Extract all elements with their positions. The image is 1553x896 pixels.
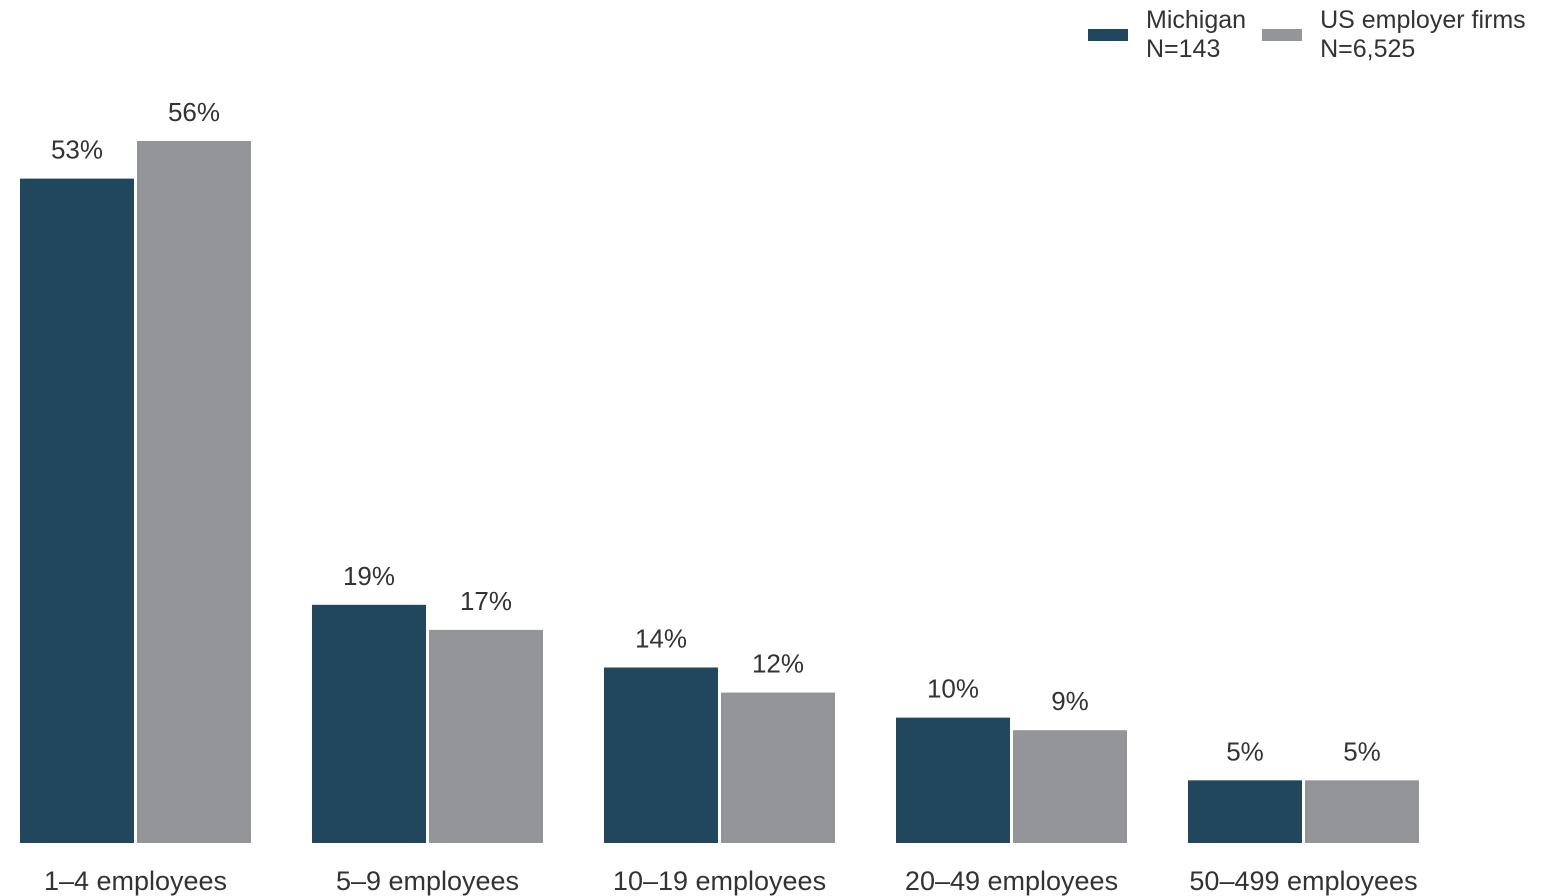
bar-us-employer-firms-5-9-employees xyxy=(429,629,543,843)
legend-item-michigan: Michigan N=143 xyxy=(1088,6,1246,64)
legend-text-michigan: Michigan N=143 xyxy=(1146,6,1246,64)
data-label-michigan-20-49-employees: 10% xyxy=(927,674,979,704)
bar-michigan-1-4-employees xyxy=(20,178,134,843)
legend-item-us: US employer firms N=6,525 xyxy=(1262,6,1526,64)
data-label-michigan-1-4-employees: 53% xyxy=(51,135,103,165)
bar-us-employer-firms-50-499-employees xyxy=(1305,780,1419,843)
bar-michigan-5-9-employees xyxy=(312,604,426,843)
data-label-us-employer-firms-5-9-employees: 17% xyxy=(460,586,512,616)
bar-michigan-20-49-employees xyxy=(896,717,1010,843)
bar-us-employer-firms-20-49-employees xyxy=(1013,730,1127,843)
legend-text-us: US employer firms N=6,525 xyxy=(1320,6,1526,64)
category-label-10-19-employees: 10–19 employees xyxy=(613,866,826,896)
data-label-us-employer-firms-1-4-employees: 56% xyxy=(168,97,220,127)
legend-label-us: US employer firms xyxy=(1320,6,1526,34)
data-label-michigan-10-19-employees: 14% xyxy=(635,624,687,654)
legend-label-michigan: Michigan xyxy=(1146,6,1247,34)
legend-sample-michigan: N=143 xyxy=(1146,35,1221,63)
legend: Michigan N=143 US employer firms N=6,525 xyxy=(1088,6,1526,64)
bar-michigan-50-499-employees xyxy=(1188,780,1302,843)
category-label-20-49-employees: 20–49 employees xyxy=(905,866,1118,896)
bar-us-employer-firms-10-19-employees xyxy=(721,692,835,843)
data-label-michigan-50-499-employees: 5% xyxy=(1226,736,1264,766)
category-label-1-4-employees: 1–4 employees xyxy=(44,866,227,896)
category-label-50-499-employees: 50–499 employees xyxy=(1189,866,1417,896)
legend-swatch-michigan xyxy=(1088,29,1128,41)
data-label-us-employer-firms-10-19-employees: 12% xyxy=(752,649,804,679)
category-label-5-9-employees: 5–9 employees xyxy=(336,866,519,896)
data-label-us-employer-firms-20-49-employees: 9% xyxy=(1051,686,1089,716)
bar-us-employer-firms-1-4-employees xyxy=(137,141,251,843)
bar-michigan-10-19-employees xyxy=(604,667,718,843)
data-label-us-employer-firms-50-499-employees: 5% xyxy=(1343,736,1381,766)
data-label-michigan-5-9-employees: 19% xyxy=(343,561,395,591)
legend-swatch-us xyxy=(1262,29,1303,41)
legend-sample-us: N=6,525 xyxy=(1320,35,1416,63)
